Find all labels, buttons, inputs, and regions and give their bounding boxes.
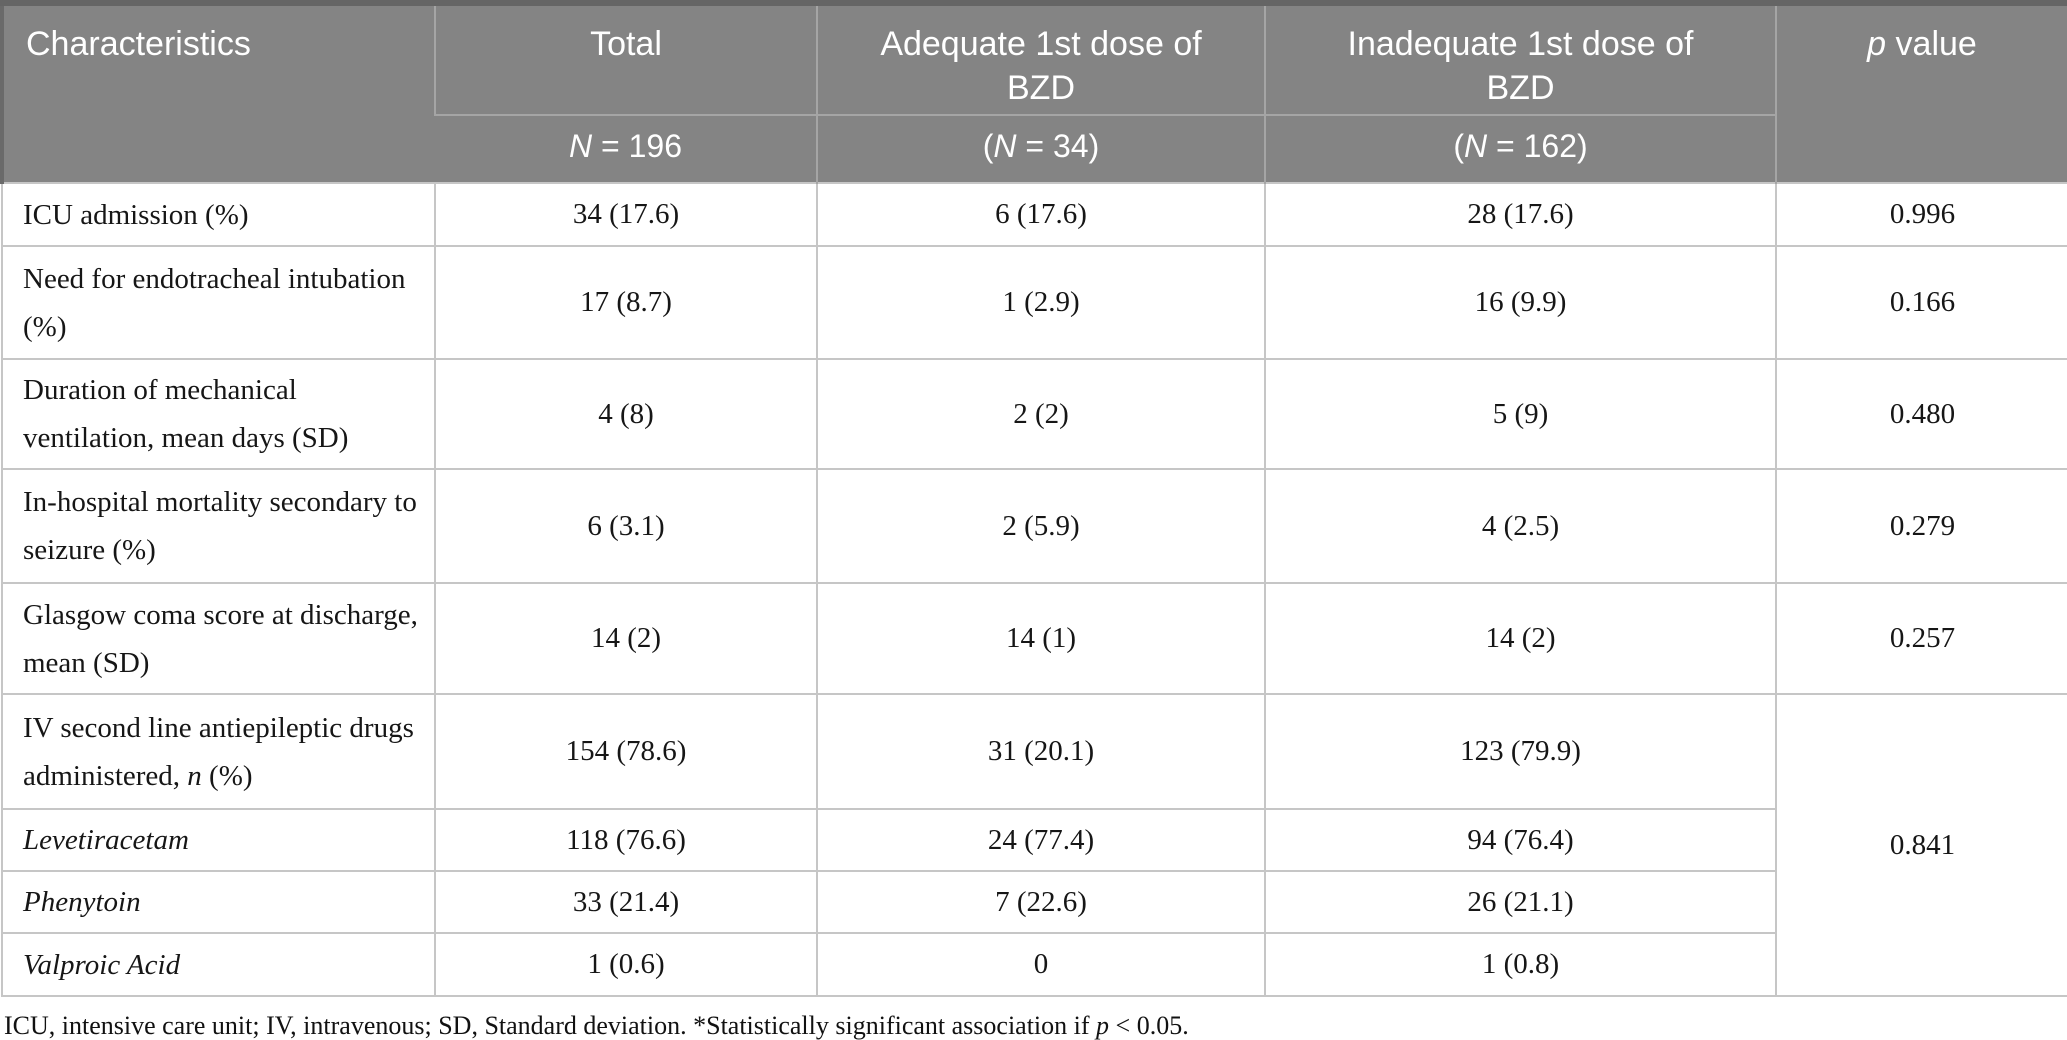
header-n-total: N = 196 xyxy=(435,114,817,183)
table-body: ICU admission (%) 34 (17.6) 6 (17.6) 28 … xyxy=(1,182,2067,997)
table-row: Phenytoin 33 (21.4) 7 (22.6) 26 (21.1) xyxy=(1,870,2067,934)
table-footnote: ICU, intensive care unit; IV, intravenou… xyxy=(4,1011,1189,1040)
cell-total: 4 (8) xyxy=(434,358,818,470)
cell-p-value: 0.480 xyxy=(1775,358,2067,470)
cell-total: 154 (78.6) xyxy=(434,693,818,810)
cell-p-value: 0.166 xyxy=(1775,245,2067,360)
cell-adequate: 6 (17.6) xyxy=(816,182,1266,247)
cell-inadequate: 5 (9) xyxy=(1264,358,1777,470)
table-row: Duration of mechanical ventilation, mean… xyxy=(1,358,2067,470)
header-inadequate-bzd: Inadequate 1st dose of BZD xyxy=(1264,3,1776,115)
cell-inadequate: 28 (17.6) xyxy=(1264,182,1777,247)
header-row-n-counts: N = 196 (N = 34) (N = 162) xyxy=(2,114,2067,183)
cell-total: 33 (21.4) xyxy=(434,870,818,934)
cell-p-value: 0.257 xyxy=(1775,582,2067,695)
header-adequate-bzd: Adequate 1st dose of BZD xyxy=(816,3,1265,115)
row-label: Valproic Acid xyxy=(1,932,436,997)
cell-total: 6 (3.1) xyxy=(434,468,818,584)
table-row: Glasgow coma score at discharge, mean (S… xyxy=(1,582,2067,695)
cell-p-value-merged: 0.841 xyxy=(1775,693,2067,997)
table-header: Characteristics Total Adequate 1st dose … xyxy=(0,3,2067,183)
cell-adequate: 7 (22.6) xyxy=(816,870,1266,934)
cell-adequate: 14 (1) xyxy=(816,582,1266,695)
table-row: Need for endotracheal intubation (%) 17 … xyxy=(1,245,2067,360)
cell-inadequate: 26 (21.1) xyxy=(1264,870,1777,934)
cell-p-value: 0.279 xyxy=(1775,468,2067,584)
row-label: Glasgow coma score at discharge, mean (S… xyxy=(1,582,436,695)
cell-inadequate: 14 (2) xyxy=(1264,582,1777,695)
header-n-adequate: (N = 34) xyxy=(816,114,1265,183)
cell-inadequate: 1 (0.8) xyxy=(1264,932,1777,997)
row-label: Duration of mechanical ventilation, mean… xyxy=(1,358,436,470)
header-row-titles: Characteristics Total Adequate 1st dose … xyxy=(0,3,2067,183)
cell-adequate: 2 (5.9) xyxy=(816,468,1266,584)
header-characteristics: Characteristics xyxy=(0,3,435,183)
cell-p-value: 0.996 xyxy=(1775,182,2067,247)
table-row: Valproic Acid 1 (0.6) 0 1 (0.8) xyxy=(1,932,2067,997)
row-label: In-hospital mortality secondary to seizu… xyxy=(1,468,436,584)
cell-adequate: 1 (2.9) xyxy=(816,245,1266,360)
cell-adequate: 2 (2) xyxy=(816,358,1266,470)
cell-adequate: 31 (20.1) xyxy=(816,693,1266,810)
row-label: Levetiracetam xyxy=(1,808,436,872)
clinical-outcomes-table: Characteristics Total Adequate 1st dose … xyxy=(0,0,2067,997)
header-total: Total xyxy=(434,3,817,115)
cell-total: 17 (8.7) xyxy=(434,245,818,360)
cell-inadequate: 16 (9.9) xyxy=(1264,245,1777,360)
header-p-value: p value xyxy=(1775,3,2067,183)
cell-total: 14 (2) xyxy=(434,582,818,695)
table-row: IV second line antiepileptic drugs admin… xyxy=(1,693,2067,997)
row-label: ICU admission (%) xyxy=(1,182,436,247)
cell-inadequate: 4 (2.5) xyxy=(1264,468,1777,584)
cell-adequate: 0 xyxy=(816,932,1266,997)
cell-adequate: 24 (77.4) xyxy=(816,808,1266,872)
cell-inadequate: 123 (79.9) xyxy=(1264,693,1777,810)
table-row: ICU admission (%) 34 (17.6) 6 (17.6) 28 … xyxy=(1,182,2067,247)
cell-total: 34 (17.6) xyxy=(434,182,818,247)
cell-inadequate: 94 (76.4) xyxy=(1264,808,1777,872)
row-label: Need for endotracheal intubation (%) xyxy=(1,245,436,360)
row-label: IV second line antiepileptic drugs admin… xyxy=(1,693,436,810)
header-n-inadequate: (N = 162) xyxy=(1264,114,1776,183)
table-row: Levetiracetam 118 (76.6) 24 (77.4) 94 (7… xyxy=(1,808,2067,872)
table-row: In-hospital mortality secondary to seizu… xyxy=(1,468,2067,584)
row-label: Phenytoin xyxy=(1,870,436,934)
cell-total: 118 (76.6) xyxy=(434,808,818,872)
cell-total: 1 (0.6) xyxy=(434,932,818,997)
